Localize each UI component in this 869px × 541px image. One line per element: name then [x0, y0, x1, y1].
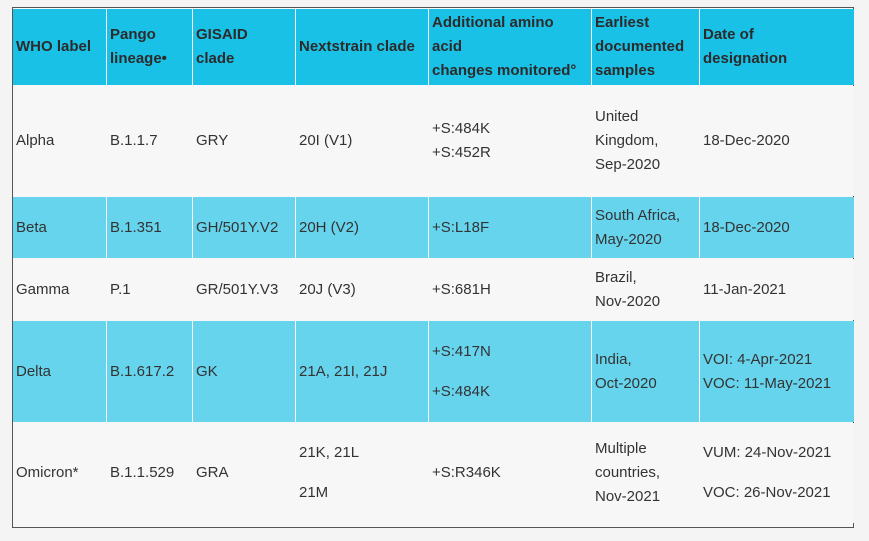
cell-amino-acid-changes: +S:L18F [429, 197, 591, 258]
cell-earliest-samples: South Africa, May-2020 [592, 197, 699, 258]
cell-date-of-designation: 18-Dec-2020 [700, 86, 854, 196]
cell-nextstrain-clade: 21A, 21I, 21J [296, 321, 428, 422]
cell-earliest-samples: Brazil, Nov-2020 [592, 259, 699, 320]
cell-who-label: Beta [13, 197, 106, 258]
table-row-alpha: Alpha B.1.1.7 GRY 20I (V1) +S:484K +S:45… [13, 86, 854, 196]
table-row-omicron: Omicron* B.1.1.529 GRA 21K, 21L 21M +S:R… [13, 423, 854, 523]
variants-table: WHO label Pango lineage• GISAID clade Ne… [12, 8, 855, 524]
table-row-delta: Delta B.1.617.2 GK 21A, 21I, 21J +S:417N… [13, 321, 854, 422]
cell-pango-lineage: B.1.351 [107, 197, 192, 258]
cell-pango-lineage: B.1.1.7 [107, 86, 192, 196]
cell-nextstrain-clade: 20I (V1) [296, 86, 428, 196]
cell-who-label: Delta [13, 321, 106, 422]
variants-table-frame: WHO label Pango lineage• GISAID clade Ne… [12, 7, 854, 528]
cell-nextstrain-clade: 20J (V3) [296, 259, 428, 320]
cell-gisaid-clade: GRA [193, 423, 295, 523]
header-pango-lineage: Pango lineage• [107, 9, 192, 85]
header-date-of-designation: Date of designation [700, 9, 854, 85]
table-row-gamma: Gamma P.1 GR/501Y.V3 20J (V3) +S:681H Br… [13, 259, 854, 320]
cell-who-label: Gamma [13, 259, 106, 320]
cell-nextstrain-clade: 21K, 21L 21M [296, 423, 428, 523]
cell-gisaid-clade: GRY [193, 86, 295, 196]
cell-earliest-samples: Multiple countries, Nov-2021 [592, 423, 699, 523]
cell-pango-lineage: P.1 [107, 259, 192, 320]
cell-amino-acid-changes: +S:R346K [429, 423, 591, 523]
cell-pango-lineage: B.1.1.529 [107, 423, 192, 523]
cell-earliest-samples: India, Oct-2020 [592, 321, 699, 422]
cell-date-of-designation: 11-Jan-2021 [700, 259, 854, 320]
table-row-beta: Beta B.1.351 GH/501Y.V2 20H (V2) +S:L18F… [13, 197, 854, 258]
cell-date-of-designation: VOI: 4-Apr-2021 VOC: 11-May-2021 [700, 321, 854, 422]
header-who-label: WHO label [13, 9, 106, 85]
cell-pango-lineage: B.1.617.2 [107, 321, 192, 422]
cell-amino-acid-changes: +S:681H [429, 259, 591, 320]
cell-date-of-designation: VUM: 24-Nov-2021 VOC: 26-Nov-2021 [700, 423, 854, 523]
cell-amino-acid-changes: +S:484K +S:452R [429, 86, 591, 196]
header-nextstrain-clade: Nextstrain clade [296, 9, 428, 85]
header-amino-acid-changes: Additional amino acid changes monitored° [429, 9, 591, 85]
cell-gisaid-clade: GH/501Y.V2 [193, 197, 295, 258]
cell-gisaid-clade: GR/501Y.V3 [193, 259, 295, 320]
cell-gisaid-clade: GK [193, 321, 295, 422]
cell-date-of-designation: 18-Dec-2020 [700, 197, 854, 258]
cell-who-label: Omicron* [13, 423, 106, 523]
cell-amino-acid-changes: +S:417N +S:484K [429, 321, 591, 422]
header-gisaid-clade: GISAID clade [193, 9, 295, 85]
header-row: WHO label Pango lineage• GISAID clade Ne… [13, 9, 854, 85]
cell-who-label: Alpha [13, 86, 106, 196]
cell-nextstrain-clade: 20H (V2) [296, 197, 428, 258]
header-earliest-samples: Earliest documented samples [592, 9, 699, 85]
cell-earliest-samples: United Kingdom, Sep-2020 [592, 86, 699, 196]
